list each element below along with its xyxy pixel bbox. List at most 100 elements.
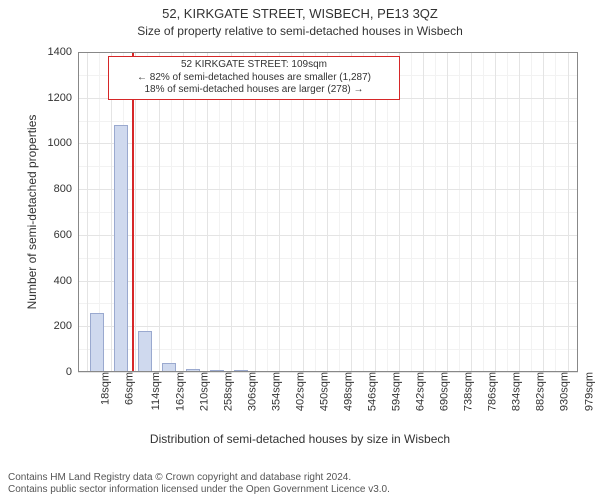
gridline-minor-v <box>219 52 220 372</box>
histogram-bar <box>186 369 200 372</box>
gridline-v <box>135 52 136 372</box>
gridline-minor-v <box>387 52 388 372</box>
x-tick-label: 210sqm <box>195 372 211 411</box>
gridline-v <box>111 52 112 372</box>
y-tick-label: 600 <box>54 229 78 241</box>
gridline-v <box>279 52 280 372</box>
x-tick-label: 402sqm <box>291 372 307 411</box>
gridline-v <box>423 52 424 372</box>
gridline-h <box>78 235 578 236</box>
annotation-callout: 52 KIRKGATE STREET: 109sqm← 82% of semi-… <box>108 56 400 100</box>
gridline-minor-v <box>171 52 172 372</box>
x-tick-label: 690sqm <box>435 372 451 411</box>
gridline-minor-v <box>507 52 508 372</box>
gridline-h <box>78 281 578 282</box>
x-tick-label: 834sqm <box>507 372 523 411</box>
x-tick-label: 546sqm <box>363 372 379 411</box>
x-tick-label: 162sqm <box>171 372 187 411</box>
page-title: 52, KIRKGATE STREET, WISBECH, PE13 3QZ <box>0 6 600 21</box>
x-tick-label: 498sqm <box>339 372 355 411</box>
x-tick-label: 930sqm <box>555 372 571 411</box>
gridline-v <box>255 52 256 372</box>
gridline-h <box>78 189 578 190</box>
gridline-h <box>78 326 578 327</box>
footer-attribution: Contains HM Land Registry data © Crown c… <box>0 472 390 496</box>
x-tick-label: 594sqm <box>387 372 403 411</box>
annotation-line: 52 KIRKGATE STREET: 109sqm <box>115 59 393 72</box>
x-tick-label: 786sqm <box>483 372 499 411</box>
gridline-minor-h <box>78 258 578 259</box>
gridline-minor-v <box>411 52 412 372</box>
x-tick-label: 979sqm <box>579 372 595 411</box>
gridline-minor-v <box>459 52 460 372</box>
y-tick-label: 200 <box>54 320 78 332</box>
chart-container: 52, KIRKGATE STREET, WISBECH, PE13 3QZ S… <box>0 0 600 500</box>
gridline-v <box>543 52 544 372</box>
gridline-h <box>78 52 578 53</box>
x-tick-label: 258sqm <box>219 372 235 411</box>
gridline-v <box>207 52 208 372</box>
gridline-v <box>447 52 448 372</box>
page-subtitle: Size of property relative to semi-detach… <box>0 24 600 38</box>
footer-line-1: Contains HM Land Registry data © Crown c… <box>8 472 390 484</box>
title-line-1: 52, KIRKGATE STREET, WISBECH, PE13 3QZ <box>162 6 438 21</box>
gridline-minor-v <box>531 52 532 372</box>
gridline-v <box>87 52 88 372</box>
gridline-minor-h <box>78 349 578 350</box>
gridline-minor-v <box>243 52 244 372</box>
y-axis-title: Number of semi-detached properties <box>25 52 39 372</box>
title-line-2: Size of property relative to semi-detach… <box>137 24 463 38</box>
annotation-line: ← 82% of semi-detached houses are smalle… <box>115 72 393 85</box>
gridline-minor-v <box>435 52 436 372</box>
gridline-v <box>519 52 520 372</box>
gridline-v <box>183 52 184 372</box>
gridline-minor-v <box>147 52 148 372</box>
y-tick-label: 0 <box>66 366 78 378</box>
histogram-bar <box>138 331 152 372</box>
x-tick-label: 642sqm <box>411 372 427 411</box>
y-tick-label: 1000 <box>48 137 78 149</box>
x-tick-label: 66sqm <box>120 372 136 405</box>
gridline-v <box>399 52 400 372</box>
gridline-minor-h <box>78 212 578 213</box>
gridline-v <box>327 52 328 372</box>
gridline-v <box>231 52 232 372</box>
gridline-minor-v <box>339 52 340 372</box>
gridline-minor-h <box>78 303 578 304</box>
plot-area: 020040060080010001200140018sqm66sqm114sq… <box>78 52 578 372</box>
gridline-v <box>375 52 376 372</box>
gridline-minor-v <box>195 52 196 372</box>
gridline-minor-h <box>78 121 578 122</box>
histogram-bar <box>210 370 224 372</box>
gridline-v <box>159 52 160 372</box>
y-tick-label: 800 <box>54 183 78 195</box>
annotation-line: 18% of semi-detached houses are larger (… <box>115 84 393 97</box>
property-marker-line <box>132 52 134 372</box>
y-tick-label: 400 <box>54 275 78 287</box>
x-axis-title: Distribution of semi-detached houses by … <box>0 432 600 446</box>
footer-line-2: Contains public sector information licen… <box>8 484 390 496</box>
gridline-v <box>495 52 496 372</box>
gridline-minor-v <box>483 52 484 372</box>
gridline-h <box>78 143 578 144</box>
gridline-v <box>568 52 569 372</box>
gridline-minor-v <box>363 52 364 372</box>
gridline-minor-v <box>315 52 316 372</box>
x-tick-label: 354sqm <box>267 372 283 411</box>
x-tick-label: 114sqm <box>146 372 162 410</box>
histogram-bar <box>234 370 248 372</box>
histogram-bar <box>90 313 104 372</box>
y-tick-label: 1200 <box>48 92 78 104</box>
gridline-minor-h <box>78 166 578 167</box>
x-tick-label: 450sqm <box>315 372 331 411</box>
gridline-minor-v <box>555 52 556 372</box>
gridline-minor-v <box>291 52 292 372</box>
gridline-v <box>303 52 304 372</box>
y-tick-label: 1400 <box>48 46 78 58</box>
x-tick-label: 18sqm <box>96 372 112 405</box>
x-tick-label: 882sqm <box>531 372 547 411</box>
histogram-bar <box>114 125 128 372</box>
gridline-minor-v <box>267 52 268 372</box>
histogram-bar <box>162 363 176 372</box>
gridline-v <box>471 52 472 372</box>
